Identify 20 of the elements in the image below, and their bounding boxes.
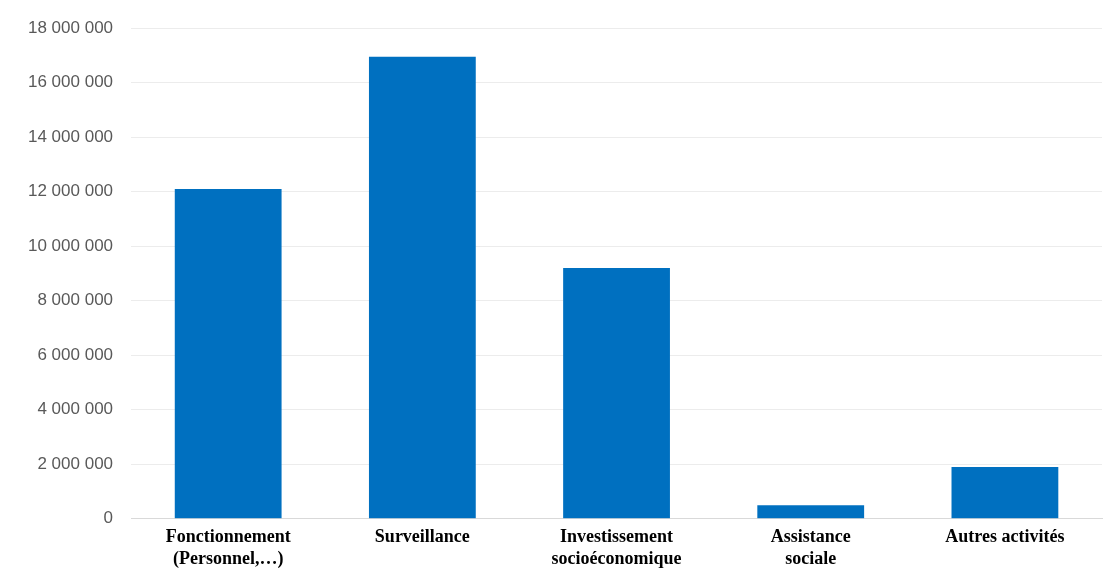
bar — [563, 268, 670, 519]
y-tick-label: 6 000 000 — [37, 344, 114, 364]
bar — [951, 467, 1059, 519]
y-tick-label: 0 — [103, 508, 114, 528]
y-tick-label: 18 000 000 — [27, 17, 114, 37]
bar — [757, 505, 865, 519]
x-tick-label: Assistance sociale — [770, 526, 851, 568]
y-tick-label: 14 000 000 — [27, 126, 114, 146]
x-tick-label: Fonctionnement (Personnel,…) — [165, 526, 291, 569]
x-tick-label: Autres activités — [945, 526, 1065, 547]
y-tick-label: 12 000 000 — [27, 181, 114, 201]
x-tick-label: Investissement socioéconomique — [551, 526, 682, 568]
y-tick-label: 4 000 000 — [37, 399, 114, 419]
y-tick-label: 2 000 000 — [37, 453, 114, 473]
y-tick-label: 16 000 000 — [27, 72, 114, 92]
y-tick-label: 10 000 000 — [27, 235, 114, 255]
y-tick-label: 8 000 000 — [37, 290, 114, 310]
x-tick-label: Surveillance — [374, 526, 470, 547]
bar — [174, 189, 282, 519]
bar — [368, 56, 476, 519]
